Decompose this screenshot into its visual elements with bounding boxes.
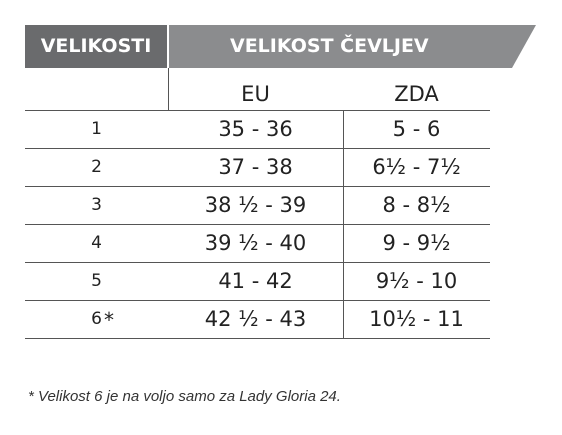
column-divider: [168, 68, 169, 110]
us-size: 8 - 8½: [382, 193, 451, 217]
size-label: 5: [91, 271, 102, 291]
row-line: [25, 338, 490, 339]
us-size: 9 - 9½: [382, 231, 451, 255]
row-line: [25, 110, 490, 111]
row-line: [25, 186, 490, 187]
note-mark: *: [104, 308, 114, 332]
size-label: 4: [91, 233, 102, 253]
us-size: 10½ - 11: [369, 307, 464, 331]
subheader-cell: ZDA: [394, 82, 439, 106]
us-size: 6½ - 7½: [372, 155, 461, 179]
header-cell: VELIKOSTI: [40, 35, 152, 57]
header-bar: [25, 25, 536, 68]
eu-size: 37 - 38: [218, 155, 293, 179]
header-cell: VELIKOST ČEVLJEV: [230, 35, 429, 57]
us-size: 9½ - 10: [375, 269, 458, 293]
eu-size: 38 ½ - 39: [204, 193, 307, 217]
subheader-cell: EU: [241, 82, 270, 106]
row-line: [25, 148, 490, 149]
eu-size: 39 ½ - 40: [204, 231, 307, 255]
eu-size: 35 - 36: [218, 117, 293, 141]
size-label: 3: [91, 195, 102, 215]
footnote: * Velikost 6 je na voljo samo za Lady Gl…: [28, 388, 341, 405]
row-line: [25, 300, 490, 301]
size-label: 1: [91, 119, 102, 139]
row-line: [25, 224, 490, 225]
size-label: 6: [91, 309, 102, 329]
size-label: 2: [91, 157, 102, 177]
row-line: [25, 262, 490, 263]
eu-size: 42 ½ - 43: [204, 307, 307, 331]
eu-size: 41 - 42: [218, 269, 293, 293]
us-size: 5 - 6: [392, 117, 441, 141]
